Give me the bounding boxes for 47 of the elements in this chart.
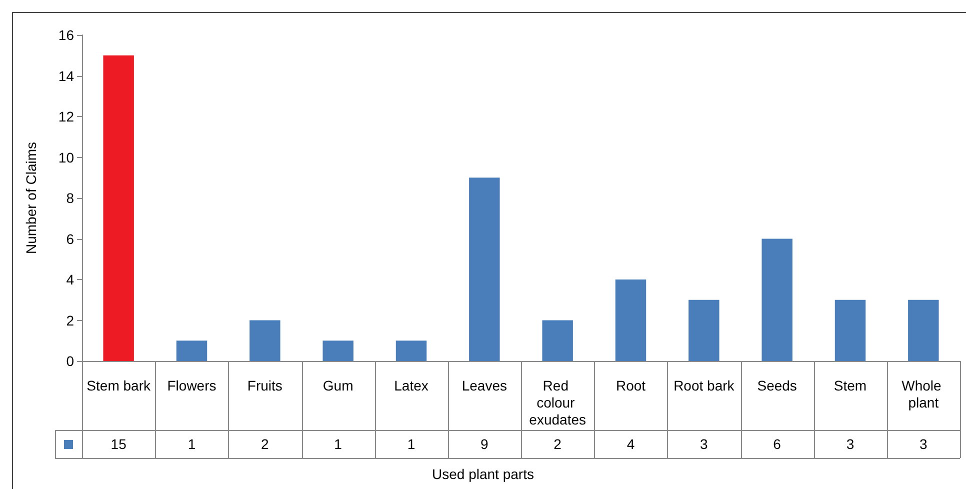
y-tick-label: 4 [66,272,74,288]
x-tick-label: Gum [322,378,354,394]
data-label: 4 [626,435,636,454]
y-tick-label: 12 [58,108,74,124]
bar [103,55,134,361]
x-tick-label: Stem [834,378,867,394]
data-label: 1 [406,435,416,454]
bar [250,320,280,361]
bar [615,280,646,361]
y-tick-label: 10 [58,149,74,166]
bar [688,300,720,361]
data-label: 15 [110,435,128,454]
x-tick-label: Root [616,378,646,394]
x-tick-label: Leaves [462,378,507,394]
data-label: 1 [186,435,197,454]
x-tick-label: Stem bark [86,378,152,394]
data-label: 1 [333,435,343,454]
data-label: 2 [552,435,562,454]
bar [542,320,573,361]
data-label: 3 [918,435,928,454]
bar [762,238,792,361]
x-tick-label: Latex [394,378,428,394]
y-tick-label: 14 [58,68,74,84]
data-label: 2 [260,435,270,454]
x-tick-label: Root bark [674,378,736,394]
x-tick-label: Flowers [167,378,216,394]
data-label: 3 [699,435,709,454]
x-tick-label: Seeds [757,378,797,394]
bar [908,300,939,361]
bar [176,340,208,361]
bar [834,300,866,361]
x-axis-title: Used plant parts [431,466,535,482]
y-tick-label: 6 [66,230,74,247]
y-tick-label: 8 [66,190,74,206]
y-tick-label: 2 [66,312,74,328]
x-tick-label: Whole plant [902,378,946,410]
bar [469,178,500,361]
data-label: 3 [845,435,856,454]
data-label: 9 [480,435,490,454]
x-tick-label: Fruits [247,378,282,394]
y-axis-title: Number of Claims [23,142,39,254]
data-label: 6 [772,435,782,454]
bar [396,340,427,361]
bar [322,340,354,361]
x-tick-label: Red colour exudates [529,378,586,428]
y-tick-label: 0 [66,353,74,369]
y-tick-label: 16 [58,27,74,43]
